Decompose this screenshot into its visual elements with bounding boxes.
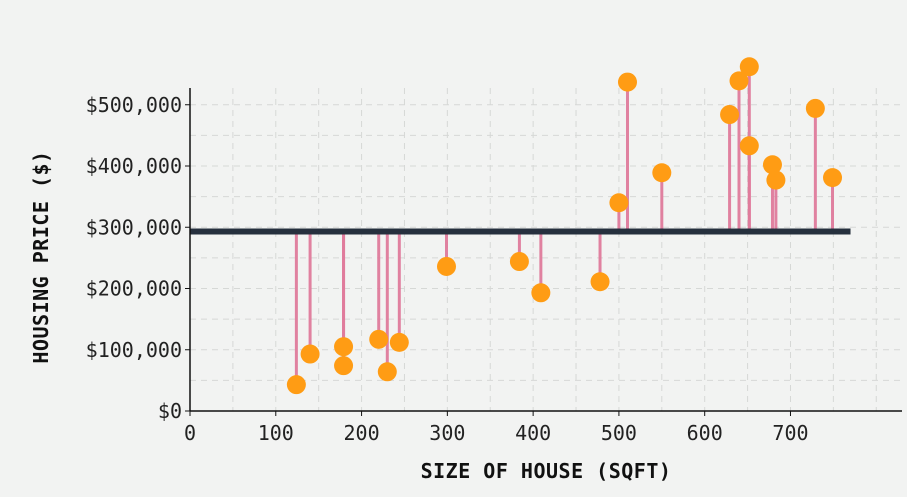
data-point [369,329,389,349]
data-point [590,272,610,292]
x-tick-label: 600 [687,421,723,445]
y-axis-title: HOUSING PRICE ($) [29,150,53,363]
y-tick-label: $400,000 [86,154,182,178]
x-tick-label: 100 [258,421,294,445]
data-point [720,105,740,125]
data-point [334,356,354,376]
x-tick-label: 500 [601,421,637,445]
data-point [652,163,672,183]
data-point [766,170,786,190]
data-point [286,375,306,395]
data-point [436,256,456,276]
data-point [617,72,637,92]
data-point [762,155,782,175]
x-tick-label: 700 [772,421,808,445]
data-point [509,252,529,272]
x-tick-label: 200 [344,421,380,445]
axes [185,88,902,416]
y-tick-label: $0 [158,399,182,423]
tick-labels: 0 100 200 300 400 500 600 700 $0 $100,000 $200,000… [86,93,809,445]
data-point [300,344,320,364]
data-point [739,57,759,77]
data-point [729,71,749,91]
x-axis-title: SIZE OF HOUSE (SQFT) [421,459,672,483]
x-tick-label: 400 [515,421,551,445]
data-point [609,193,629,213]
y-tick-label: $500,000 [86,93,182,117]
data-point [805,98,825,118]
data-point [389,332,409,352]
data-point [823,168,843,188]
data-point [531,283,551,303]
data-points [286,57,843,395]
y-tick-label: $300,000 [86,215,182,239]
y-tick-label: $200,000 [86,277,182,301]
x-tick-label: 300 [429,421,465,445]
data-point [377,362,397,382]
x-tick-label: 0 [184,421,196,445]
data-point [739,136,759,156]
y-tick-label: $100,000 [86,338,182,362]
data-point [334,337,354,357]
